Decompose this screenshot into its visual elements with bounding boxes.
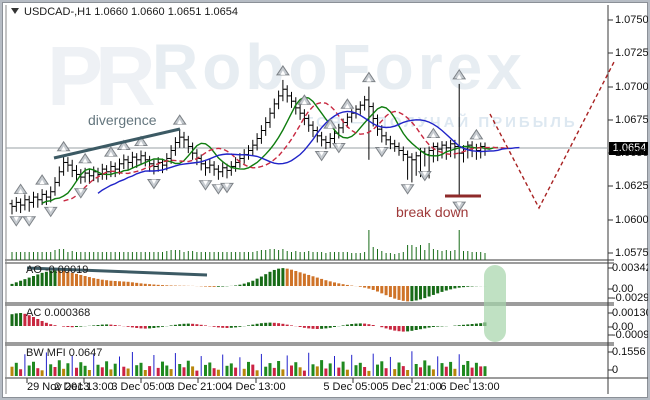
fractal-notch <box>319 151 325 156</box>
indicator-axis-label: -0.00099 <box>612 329 650 341</box>
fractal-notch <box>327 123 333 129</box>
price-axis-label: 1.0650 <box>615 147 649 159</box>
fractal-notch <box>138 140 144 146</box>
fractal-notch <box>26 216 32 222</box>
time-axis-label: 5 Dec 05:00 <box>323 381 383 393</box>
price-axis-label: 1.0575 <box>615 247 649 259</box>
fractal-notch <box>422 171 428 176</box>
roboforex-logo-watermark: PR <box>47 29 156 123</box>
indicator-axis-label: 0 <box>612 364 619 376</box>
time-axis-label: 6 Dec 13:00 <box>440 381 500 393</box>
time-axis-label: 5 Dec 21:00 <box>382 381 442 393</box>
fractal-notch <box>344 103 350 109</box>
fractal-notch <box>456 74 462 79</box>
price-axis-label: 1.0750 <box>615 14 649 26</box>
fractal-notch <box>18 188 24 194</box>
mid-ma-line <box>63 101 507 202</box>
fractal-notch <box>473 134 479 139</box>
fractal-notch <box>121 144 127 150</box>
roboforex-brand-watermark: RoboForex <box>152 31 526 103</box>
ao-trendline <box>26 266 208 277</box>
fractal-notch <box>13 216 19 222</box>
fractal-notch <box>177 119 183 125</box>
fractal-notch <box>224 183 230 188</box>
fractal-notch <box>215 184 221 190</box>
ac-indicator-label: AC 0.000368 <box>26 307 91 319</box>
indicator-axis-label: 0.00 <box>612 321 634 333</box>
fractal-notch <box>456 202 462 207</box>
indicator-axis-label: 0.00 <box>612 283 634 295</box>
fractal-notch <box>61 146 67 151</box>
fractal-notch <box>78 188 84 194</box>
current-price-badge: 1.0654 <box>609 142 648 155</box>
fractal-notch <box>336 143 342 148</box>
chart-title-ohlc: USDCAD-,H1 1.0660 1.0660 1.0651 1.0654 <box>24 6 239 18</box>
break-down-annotation: break down <box>396 204 469 220</box>
fractal-notch <box>366 77 372 82</box>
divergence-trendline <box>53 127 181 160</box>
price-axis-label: 1.0625 <box>615 180 649 192</box>
price-axis-label: 1.0675 <box>615 114 649 126</box>
fractal-notch <box>82 158 88 163</box>
ao-indicator-label: AO -0.00019 <box>26 264 89 276</box>
time-axis-label: 3 Dec 21:00 <box>168 381 228 393</box>
fractal-notch <box>151 179 157 184</box>
fractal-notch <box>203 180 208 186</box>
fractal-notch <box>280 70 286 75</box>
fractal-notch <box>430 132 436 138</box>
divergence-annotation: divergence <box>88 112 157 128</box>
indicator-axis-label: 0.001305 <box>612 307 648 319</box>
fractal-notch <box>379 147 385 152</box>
time-axis-label: 3 Dec 05:00 <box>111 381 171 393</box>
fractal-notch <box>48 207 54 212</box>
indicator-axis-label: 0.1556 <box>612 346 646 358</box>
symbol-dropdown-icon[interactable] <box>11 8 19 14</box>
roboforex-tagline-watermark: ТСЯ — ПОЛУЧАЙ ПРИБЫЛЬ <box>304 114 578 131</box>
time-axis-label: 2 Dec 13:00 <box>54 381 114 393</box>
price-axis-label: 1.0725 <box>615 47 649 59</box>
bwmfi-indicator-label: BW MFI 0.0647 <box>26 347 103 359</box>
fractal-notch <box>301 99 307 105</box>
price-axis-label: 1.0700 <box>615 81 649 93</box>
slow-ma-line <box>97 110 520 194</box>
price-axis-label: 1.0600 <box>615 214 649 226</box>
fractal-notch <box>108 151 114 157</box>
time-axis-label: 29 Nov 2013 <box>27 381 90 393</box>
projection-zigzag <box>489 61 615 210</box>
time-axis-label: 4 Dec 13:00 <box>226 381 286 393</box>
indicator-axis-label: 0.00342 <box>612 262 650 274</box>
highlight-capsule <box>484 265 506 342</box>
fractal-notch <box>39 179 45 185</box>
fractal-notch <box>405 184 411 190</box>
indicator-axis-label: -0.00292 <box>612 292 650 304</box>
